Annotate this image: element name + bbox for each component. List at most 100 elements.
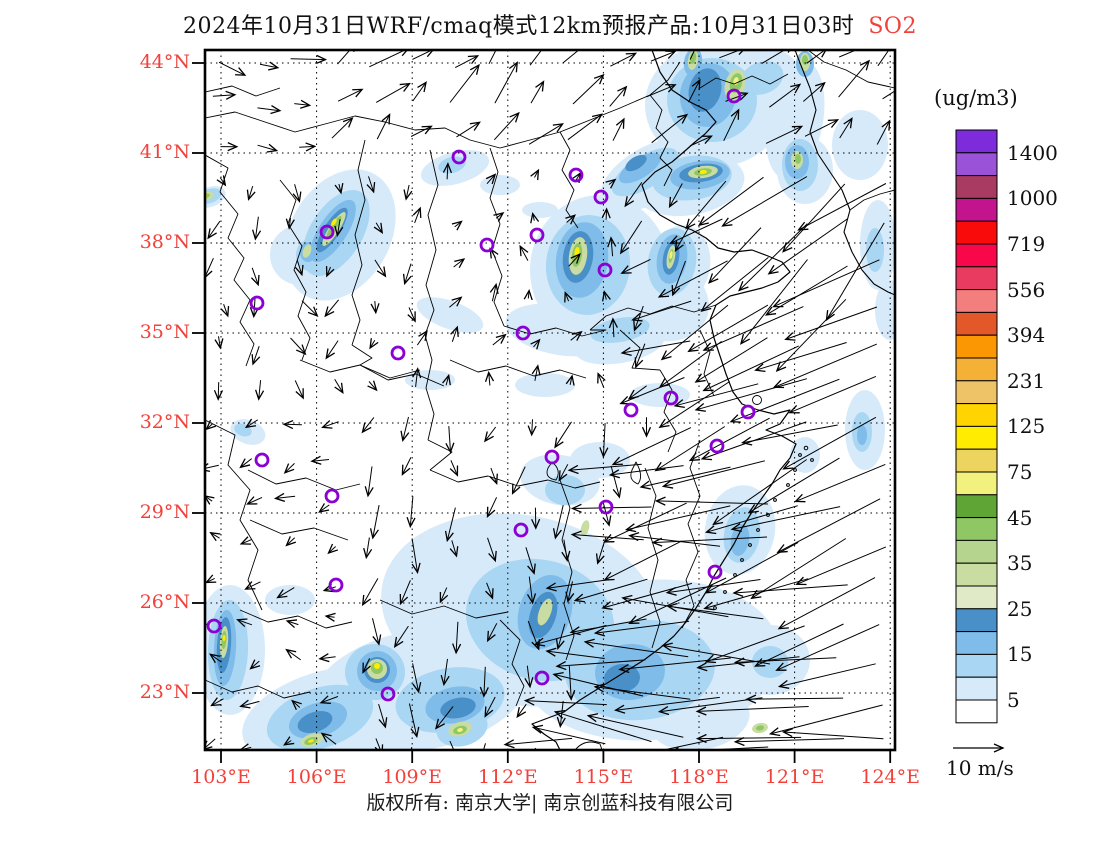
wind-vector [825, 222, 885, 322]
colorbar-label: 75 [1007, 460, 1033, 484]
wind-vector [593, 620, 690, 637]
wind-vector [486, 623, 498, 643]
wind-vector [595, 536, 607, 565]
station-marker [254, 452, 270, 468]
wind-vector [567, 113, 603, 141]
copyright-text: 版权所有: 南京大学| 南京创蓝科技有限公司 [366, 792, 734, 814]
wind-vector [485, 173, 497, 185]
wind-vector [572, 73, 605, 105]
wind-vector [523, 696, 607, 706]
wind-vector [369, 505, 380, 540]
wind-vector [310, 455, 330, 465]
wind-vector [412, 206, 422, 224]
wind-vector [374, 738, 384, 749]
wind-vector [745, 694, 844, 704]
wind-vector [772, 259, 880, 308]
wind-vector [416, 329, 428, 346]
wind-vector [776, 498, 881, 553]
colorbar-cell [955, 425, 998, 450]
wind-vector [292, 184, 302, 203]
colorbar-cell [955, 380, 998, 405]
wind-vector [530, 338, 541, 350]
wind-vector [452, 621, 462, 655]
wind-vector [257, 105, 282, 115]
wind-vector [721, 176, 808, 227]
wind-vector [620, 258, 651, 274]
wind-vector [484, 370, 495, 386]
wind-vector [570, 330, 583, 341]
station-marker [319, 224, 335, 240]
wind-vector [797, 183, 887, 231]
wind-vector [367, 380, 378, 392]
wind-vector [593, 683, 691, 700]
wind-vector [531, 364, 541, 381]
colorbar-cell [955, 129, 998, 154]
graticule [206, 51, 894, 749]
wind-vector [669, 218, 723, 244]
wind-vector [493, 212, 505, 222]
wind-vector [453, 258, 466, 269]
wind-vector [650, 51, 677, 62]
wind-vector [694, 337, 768, 383]
wind-vector [555, 659, 646, 671]
wind-vector [583, 638, 689, 658]
colorbar-cell [955, 334, 998, 359]
wind-vector [254, 380, 265, 401]
colorbar-cell [955, 311, 998, 336]
wind-vector [406, 496, 416, 529]
wind-vector [283, 736, 295, 746]
wind-vector [376, 113, 391, 140]
wind-vector [444, 507, 456, 543]
y-axis-label: 44°N [139, 51, 190, 73]
so2-concentration-shading [206, 51, 894, 749]
wind-vector [252, 216, 262, 241]
wind-vector [603, 502, 687, 543]
wind-vector [750, 538, 847, 600]
x-axis-label: 103°E [191, 766, 251, 788]
wind-vector [216, 175, 227, 187]
wind-vector [708, 227, 762, 284]
wind-vector [526, 576, 537, 605]
wind-vector [628, 577, 727, 624]
wind-vector [331, 117, 354, 139]
wind-vector [210, 697, 224, 707]
wind-vector [337, 88, 364, 102]
title-text: 2024年10月31日WRF/cmaq模式12km预报产品:10月31日03时 [183, 14, 855, 39]
station-marker [390, 345, 406, 361]
wind-vector [794, 463, 886, 503]
wind-vector [694, 378, 808, 412]
wind-vector [804, 119, 840, 137]
wind-vector [657, 697, 763, 716]
colorbar-cell [955, 152, 998, 177]
wind-vector [608, 317, 618, 338]
wind-vector [412, 367, 422, 387]
wind-vector [530, 80, 545, 104]
wind-vector [671, 260, 686, 297]
wind-vector [777, 663, 876, 689]
station-marker [380, 686, 396, 702]
wind-vector [777, 577, 876, 630]
wind-vector [651, 113, 689, 144]
wind-vector [402, 263, 412, 286]
colorbar-label: 35 [1007, 551, 1033, 576]
wind-vector [294, 380, 304, 400]
station-marker [707, 564, 723, 580]
wind-vector [740, 259, 808, 345]
wind-vector [562, 51, 579, 64]
wind-vector [489, 467, 498, 485]
wind-vector [401, 457, 412, 476]
wind-vector [399, 580, 411, 606]
wind-vector [528, 123, 564, 145]
colorbar-label: 25 [1007, 596, 1033, 621]
y-axis-label: 23°N [139, 681, 190, 703]
wind-vector [373, 222, 384, 234]
wind-vector [324, 612, 336, 622]
wind-vector [208, 653, 222, 664]
wind-vector [569, 618, 647, 636]
x-axis-label: 106°E [286, 766, 347, 788]
wind-vector [250, 267, 260, 287]
wind-vector [695, 706, 809, 716]
wind-vector [244, 418, 258, 429]
axis-ticks [192, 62, 892, 763]
